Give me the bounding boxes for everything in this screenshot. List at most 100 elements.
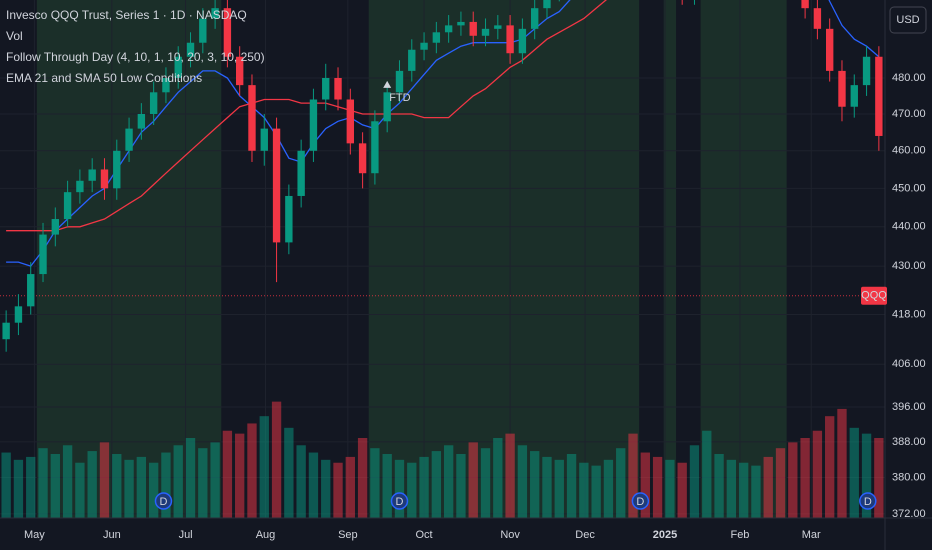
volume-bar: [456, 454, 466, 518]
volume-bar: [198, 448, 208, 518]
candle-body: [838, 70, 846, 107]
volume-bar: [800, 438, 810, 518]
y-tick-label: 406.00: [892, 358, 926, 370]
candle-body: [826, 28, 834, 71]
candle-body: [162, 77, 170, 93]
candle-body: [469, 21, 477, 36]
legend-item: Vol: [6, 29, 23, 43]
candle-body: [432, 32, 441, 43]
y-tick-label: 380.00: [892, 471, 926, 483]
volume-bar: [321, 459, 331, 518]
volume-bar: [714, 454, 724, 518]
volume-bar: [579, 462, 589, 518]
volume-bar: [13, 459, 24, 518]
x-tick-label: Aug: [256, 529, 276, 541]
y-tick-label: 430.00: [892, 260, 926, 272]
candle-body: [125, 128, 133, 151]
volume-bar: [788, 442, 798, 518]
volume-bar: [775, 448, 786, 518]
volume-bar: [861, 433, 872, 518]
volume-bar: [480, 448, 491, 518]
volume-bar: [235, 433, 245, 518]
volume-bar: [505, 433, 515, 518]
x-tick-label: Dec: [575, 529, 595, 541]
candle-body: [174, 56, 182, 78]
volume-bar: [161, 452, 171, 518]
volume-bar: [148, 462, 159, 518]
candle-body: [260, 128, 268, 151]
volume-bar: [812, 430, 823, 518]
ftd-marker: [383, 80, 392, 88]
volume-bar: [517, 445, 528, 518]
y-tick-label: 418.00: [892, 308, 926, 320]
legend: Invesco QQQ Trust, Series 1 · 1D · NASDA…: [6, 8, 265, 85]
volume-bar: [308, 452, 319, 518]
candle-body: [113, 150, 121, 189]
y-tick-label: 372.00: [892, 508, 926, 520]
candle-body: [39, 234, 47, 275]
volume-bar: [296, 445, 306, 518]
candle-body: [395, 70, 404, 93]
volume-bar: [825, 416, 835, 518]
volume-bar: [136, 456, 147, 518]
x-tick-label: Mar: [802, 529, 821, 541]
volume-bar: [443, 445, 454, 518]
dividend-label: D: [636, 496, 644, 508]
candle-body: [334, 77, 342, 100]
candle-body: [27, 274, 35, 307]
volume-bar: [702, 430, 712, 518]
candle-body: [14, 306, 23, 323]
volume-bar: [640, 452, 650, 518]
candle-body: [248, 85, 256, 151]
volume-bar: [185, 438, 196, 518]
legend-item: EMA 21 and SMA 50 Low Conditions: [6, 71, 202, 85]
x-tick-label: Nov: [500, 529, 520, 541]
volume-bar: [1, 452, 11, 518]
candle-body: [186, 42, 195, 57]
volume-bar: [247, 423, 257, 518]
volume-bar: [530, 451, 540, 518]
price-line-label: QQQ: [861, 290, 887, 302]
ma-line: [6, 0, 880, 267]
volume-bar: [837, 408, 847, 518]
ma-line: [6, 0, 608, 232]
y-tick-label: 388.00: [892, 436, 926, 448]
x-tick-label: Oct: [416, 529, 433, 541]
candle-body: [358, 143, 367, 174]
volume-bar: [468, 442, 478, 518]
volume-bar: [50, 454, 60, 518]
volume-bar: [284, 427, 294, 518]
volume-bar: [566, 454, 577, 518]
y-tick-label: 450.00: [892, 182, 926, 194]
volume-bar: [112, 454, 122, 518]
condition-band: [36, 0, 222, 518]
candle-body: [76, 180, 84, 193]
volume-bar: [616, 448, 626, 518]
currency-button[interactable]: [889, 6, 927, 34]
candle-body: [506, 25, 514, 54]
candle-body: [813, 8, 822, 29]
y-tick-label: 396.00: [892, 401, 926, 413]
candle-body: [875, 56, 883, 136]
volume-bar: [628, 433, 638, 518]
dividend-marker: [154, 492, 173, 510]
volume-bar: [665, 459, 675, 518]
x-tick-label: May: [24, 529, 45, 541]
volume-bar: [357, 438, 368, 518]
y-tick-label: 460.00: [892, 145, 926, 157]
volume-bar: [542, 456, 552, 518]
x-tick-label: 2025: [653, 529, 677, 541]
volume-bar: [652, 456, 663, 518]
dividend-label: D: [160, 496, 168, 508]
legend-item: Follow Through Day (4, 10, 1, 10, 20, 3,…: [6, 50, 265, 64]
candle-body: [862, 56, 871, 86]
candle-body: [2, 322, 10, 340]
volume-bar: [271, 401, 282, 518]
volume-bar: [38, 448, 48, 518]
candle-body: [88, 169, 96, 181]
condition-band: [700, 0, 787, 518]
candle-body: [801, 0, 809, 9]
candle-body: [285, 195, 293, 243]
candle-body: [63, 192, 72, 220]
